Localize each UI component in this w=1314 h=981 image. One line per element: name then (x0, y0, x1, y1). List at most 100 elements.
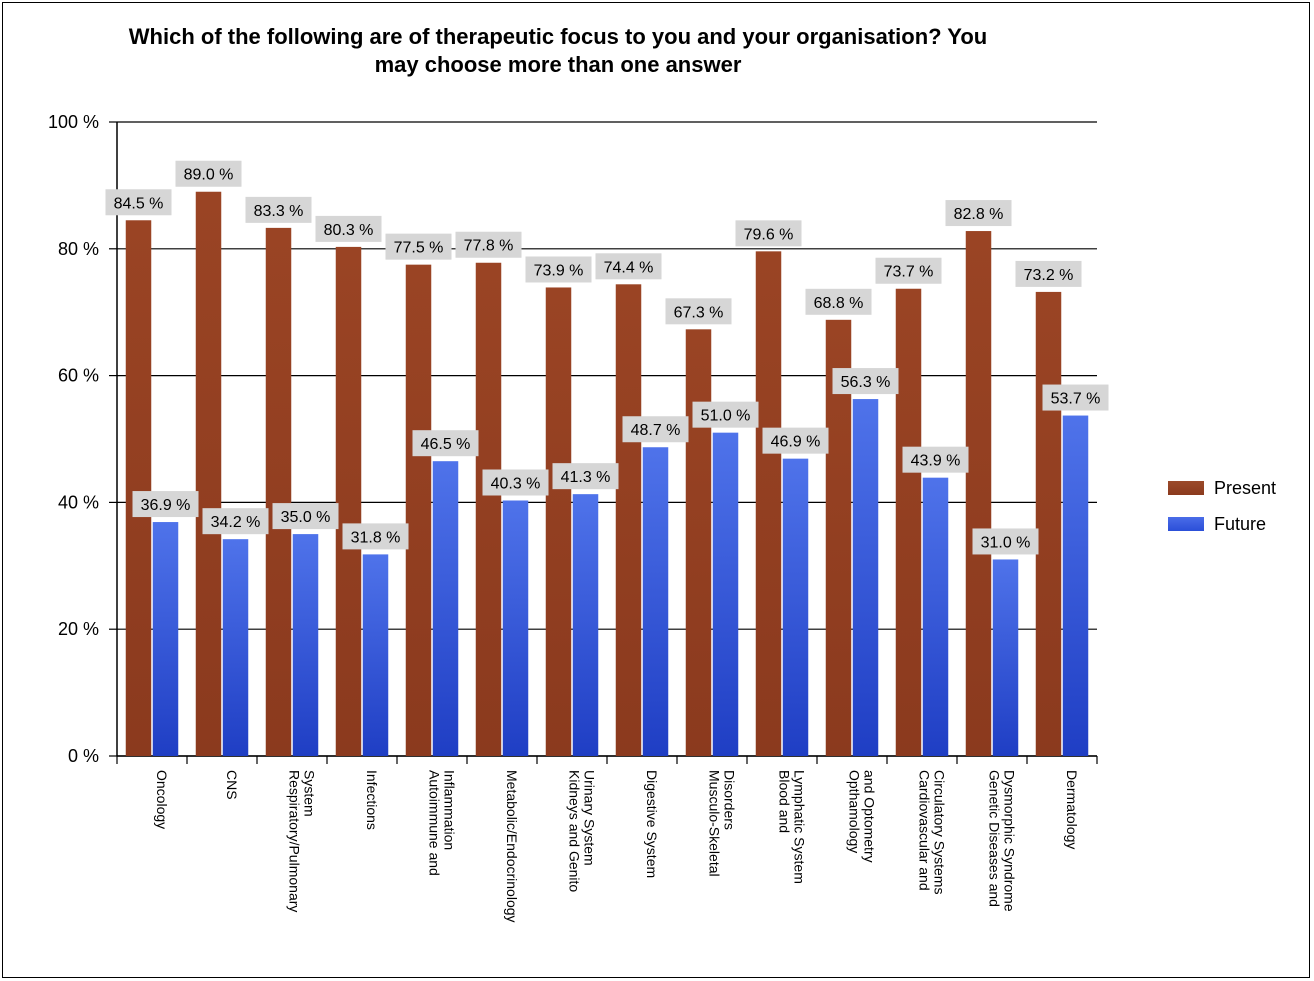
bar-present (475, 262, 502, 756)
x-category-label: Kidneys and Genito (567, 770, 583, 892)
x-category-label: Opthamology (847, 770, 863, 853)
data-label-present: 79.6 % (744, 226, 794, 243)
x-category-label: and Optometry (862, 770, 878, 863)
data-label-future-box (412, 430, 479, 457)
legend-swatch-present (1168, 481, 1204, 495)
data-label-future-box (902, 446, 969, 473)
chart-title: Which of the following are of therapeuti… (23, 23, 1093, 79)
bar-future (922, 477, 949, 756)
data-label-present-box (175, 160, 242, 187)
y-tick-label: 80 % (58, 239, 99, 259)
data-label-future-box (342, 523, 409, 550)
x-category-label: Disorders (722, 770, 738, 830)
data-label-present-box (1015, 260, 1082, 287)
data-label-present-box (665, 298, 732, 325)
x-category-label: Inflammation (442, 770, 458, 850)
legend-item-future: Future (1168, 506, 1276, 542)
data-label-future: 53.7 % (1051, 391, 1101, 408)
data-label-present: 77.5 % (394, 240, 444, 257)
bar-future (222, 539, 249, 756)
x-category-label: Dermatology (1064, 770, 1080, 849)
data-label-present: 77.8 % (464, 238, 514, 255)
bar-future (502, 500, 529, 756)
data-label-present-box (455, 231, 522, 258)
chart-title-line-1: Which of the following are of therapeuti… (128, 24, 988, 49)
data-label-future-box (1042, 384, 1109, 411)
data-label-present-box (525, 256, 592, 283)
bar-future (782, 458, 809, 756)
x-category-label: Digestive System (644, 770, 660, 878)
bar-present (545, 287, 572, 756)
data-label-present: 73.7 % (884, 264, 934, 281)
bar-future (292, 534, 319, 756)
data-label-future-box (622, 416, 689, 443)
bar-present (895, 288, 922, 756)
data-label-present: 83.3 % (254, 203, 304, 220)
data-label-present-box (245, 196, 312, 223)
bar-present (1035, 291, 1062, 756)
bar-future (362, 554, 389, 756)
legend-item-present: Present (1168, 470, 1276, 506)
x-category-label: System (302, 770, 318, 817)
data-label-future-box (132, 491, 199, 518)
chart-title-line-2: may choose more than one answer (374, 52, 742, 77)
x-category-label: Metabolic/Endocrinology (504, 770, 520, 923)
data-label-future-box (202, 508, 269, 535)
data-label-future: 41.3 % (561, 469, 611, 486)
data-label-present-box (805, 288, 872, 315)
bar-present (195, 191, 222, 757)
data-label-future-box (692, 401, 759, 428)
bar-future (572, 494, 599, 756)
bar-future (432, 461, 459, 756)
bar-future (712, 432, 739, 756)
bar-present (405, 264, 432, 756)
x-category-label: Oncology (154, 770, 170, 829)
data-label-future: 51.0 % (701, 408, 751, 425)
data-label-future: 31.0 % (981, 534, 1031, 551)
data-label-present-box (385, 233, 452, 260)
data-label-present: 84.5 % (114, 195, 164, 212)
x-category-label: Urinary System (582, 770, 598, 866)
data-label-present-box (315, 215, 382, 242)
data-label-future: 46.9 % (771, 434, 821, 451)
x-category-label: Cardiovascular and (917, 770, 933, 891)
data-label-present: 73.2 % (1024, 267, 1074, 284)
bar-future (642, 447, 669, 756)
data-label-future: 31.8 % (351, 529, 401, 546)
y-tick-label: 60 % (58, 366, 99, 386)
data-label-present: 89.0 % (184, 167, 234, 184)
x-category-label: Infections (364, 770, 380, 830)
bar-present (125, 220, 152, 756)
y-tick-label: 0 % (68, 746, 99, 766)
bar-present (265, 227, 292, 757)
legend-label-present: Present (1214, 477, 1277, 498)
data-label-future-box (272, 503, 339, 530)
bar-present (685, 329, 712, 756)
bar-present (615, 284, 642, 756)
data-label-future: 36.9 % (141, 497, 191, 514)
data-label-future: 48.7 % (631, 422, 681, 439)
y-tick-label: 20 % (58, 619, 99, 639)
x-category-label: Respiratory/Pulmonary (287, 770, 303, 912)
data-label-future: 46.5 % (421, 436, 471, 453)
data-label-present: 73.9 % (534, 262, 584, 279)
data-label-present: 74.4 % (604, 259, 654, 276)
data-label-present-box (595, 253, 662, 280)
data-label-present: 80.3 % (324, 222, 374, 239)
bar-future (1062, 415, 1089, 756)
data-label-present-box (105, 189, 172, 216)
bar-present (965, 231, 992, 757)
bar-future (852, 399, 879, 756)
bar-future (152, 522, 179, 756)
x-category-label: Musculo-Skeletal (707, 770, 723, 877)
x-category-label: Autoimmune and (427, 770, 443, 876)
data-label-future-box (762, 427, 829, 454)
data-label-future-box (482, 469, 549, 496)
x-category-label: Circulatory Systems (932, 770, 948, 894)
data-label-future: 40.3 % (491, 475, 541, 492)
data-label-future: 34.2 % (211, 514, 261, 531)
data-label-present: 68.8 % (814, 295, 864, 312)
data-label-present: 82.8 % (954, 206, 1004, 223)
bar-future (992, 559, 1019, 756)
